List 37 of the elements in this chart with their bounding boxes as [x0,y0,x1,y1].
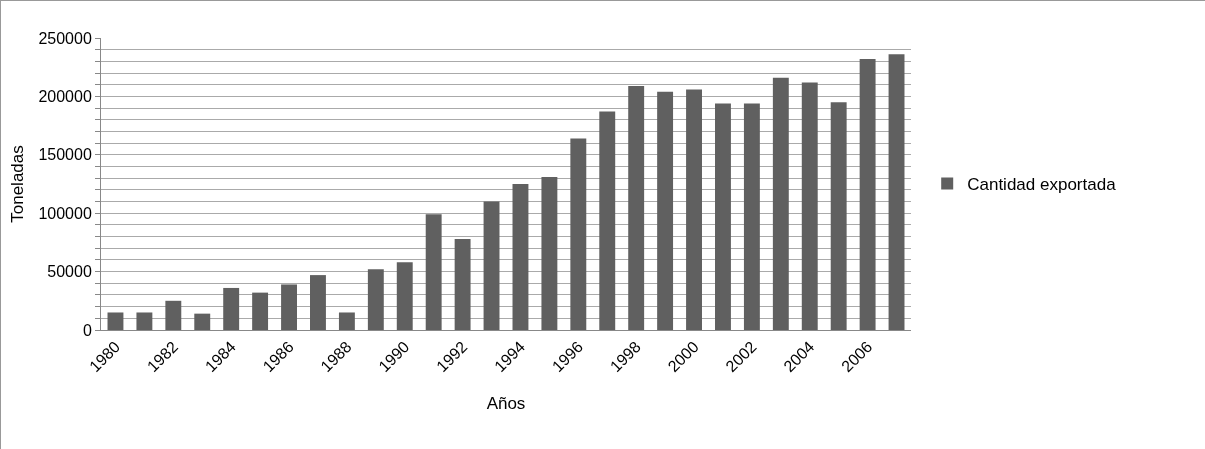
bar [252,292,269,330]
bar [512,184,529,330]
y-tick-label: 150000 [38,146,92,164]
bar [396,262,413,330]
bar [367,269,384,330]
x-axis-title: Años [486,393,526,413]
bar [686,89,702,330]
bar [599,111,616,330]
y-tick-label: 100000 [38,204,92,222]
bar [830,102,847,330]
bar [743,103,760,330]
bar [425,214,442,330]
bar [628,85,645,330]
bar [136,312,153,330]
bar [281,284,297,330]
y-axis-title: Toneladas [7,145,27,223]
bar [657,91,674,330]
y-tick-label: 0 [82,321,92,339]
bar [454,238,471,330]
bar [541,176,558,330]
bar [801,82,818,330]
bar [888,54,905,330]
bar [223,287,240,330]
legend-label: Cantidad exportada [967,175,1117,195]
bar [570,138,587,330]
bar [338,312,355,330]
bar [772,77,789,330]
bar [859,59,876,330]
y-tick-label: 200000 [38,88,92,105]
bar [194,313,211,330]
y-tick-label: 50000 [47,263,92,281]
bar [165,300,182,330]
bar [483,201,500,330]
bar [107,312,124,330]
bar [715,103,731,330]
bar [310,275,326,330]
y-tick-label: 250000 [38,29,92,47]
